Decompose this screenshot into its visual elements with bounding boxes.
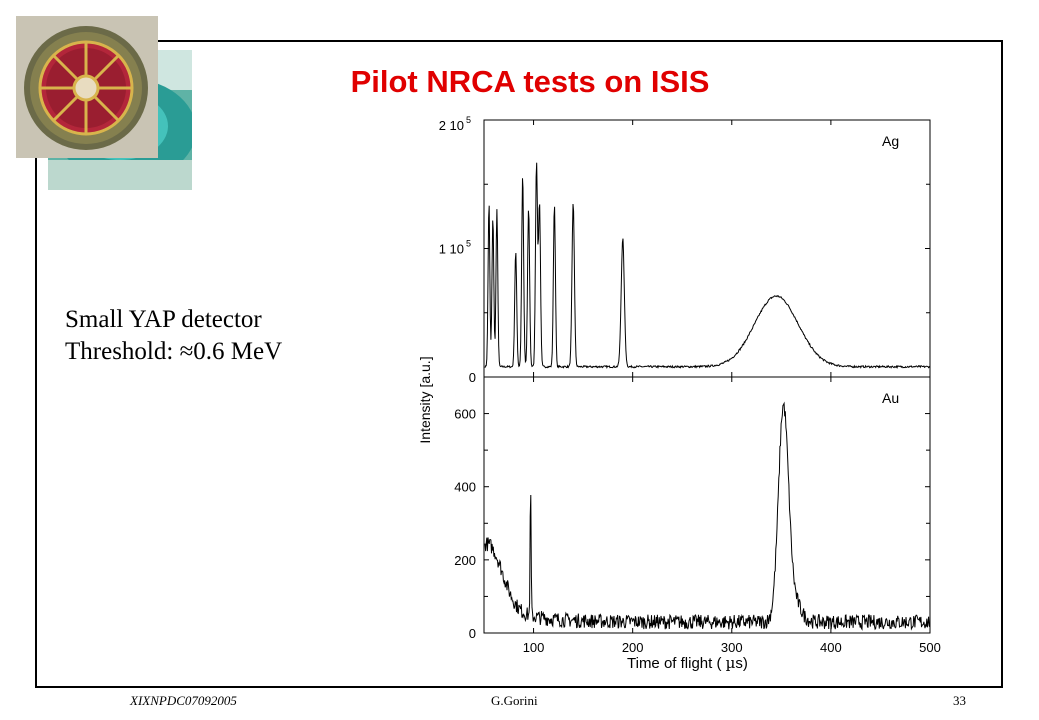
footer-conference-code: XIXNPDC07092005 (130, 693, 237, 708)
x-tick-label: 200 (622, 640, 644, 655)
y-tick-label-au: 0 (469, 626, 476, 641)
y-tick-label-ag: 1 10 (439, 242, 464, 257)
y-tick-label-au: 400 (454, 480, 476, 495)
slide-title: Pilot NRCA tests on ISIS (350, 64, 710, 99)
detector-notes: Small YAP detector Threshold: ≈0.6 MeV (65, 304, 282, 368)
threshold-note-line: Threshold: ≈0.6 MeV (65, 338, 283, 365)
y-tick-label-au: 600 (454, 407, 476, 422)
slide-frame (35, 40, 1003, 688)
y-tick-exponent-ag: 5 (466, 239, 471, 249)
panel-frame-au (483, 376, 931, 634)
footer-page-number: 33 (953, 693, 966, 708)
spectrum-line-ag (484, 162, 931, 370)
x-tick-label: 300 (721, 640, 743, 655)
x-tick-label: 100 (523, 640, 545, 655)
y-tick-exponent-ag: 5 (466, 115, 471, 125)
panel-frame-ag (483, 119, 931, 378)
panel-label-ag: Ag (882, 133, 899, 149)
spectrum-line-au (484, 401, 931, 631)
y-tick-label-ag: 0 (469, 370, 476, 385)
x-tick-label: 400 (820, 640, 842, 655)
x-axis-label: Time of flight ( µs) (627, 654, 748, 672)
panel-label-au: Au (882, 390, 899, 406)
gold-garnet-brooch-photo (16, 16, 158, 158)
detector-note-line: Small YAP detector (65, 306, 262, 333)
y-tick-label-au: 200 (454, 553, 476, 568)
y-tick-label-ag: 2 10 (439, 118, 464, 133)
y-axis-label: Intensity [a.u.] (417, 356, 433, 443)
x-tick-label: 500 (919, 640, 941, 655)
footer-author: G.Gorini (491, 693, 538, 708)
